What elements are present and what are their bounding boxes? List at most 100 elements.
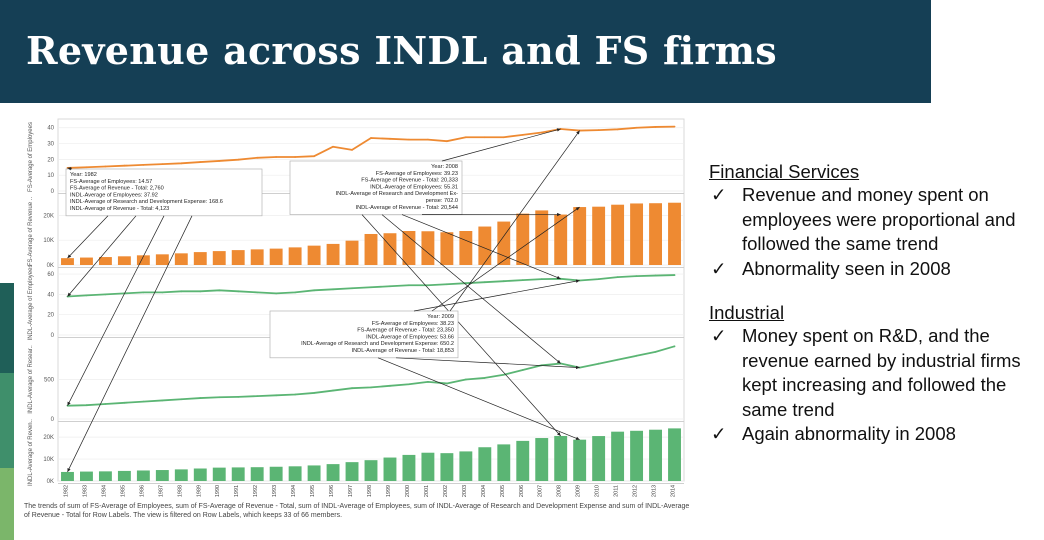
y-tick-label: 30 (47, 142, 54, 148)
tooltip-line: FS-Average of Revenue - Total: 23,350 (357, 328, 454, 334)
bar-fs_rev (269, 248, 283, 265)
bar-fs_rev (193, 252, 207, 265)
bar-indl_rev (554, 435, 568, 481)
bar-fs_rev (573, 207, 587, 265)
point-fs_emp (445, 140, 448, 143)
bar-fs_rev (630, 203, 644, 265)
x-tick-label: 1990 (215, 485, 221, 497)
x-tick-label: 1987 (158, 485, 164, 497)
bar-fs_rev (212, 251, 226, 265)
point-indl_rd (142, 400, 145, 403)
point-fs_emp (673, 125, 676, 128)
bar-indl_rev (288, 466, 302, 481)
y-tick-label: 10K (43, 238, 54, 244)
tooltip-arrowhead (67, 401, 71, 406)
point-indl_emp (104, 293, 107, 296)
point-indl_rd (313, 392, 315, 394)
point-fs_emp (294, 156, 297, 158)
point-fs_emp (199, 161, 202, 163)
tooltip-line: INDL-Average of Research and Development… (70, 199, 223, 205)
financial-services-bullets: ✓ Revenue and money spent on employees w… (709, 183, 1039, 281)
x-tick-label: 1984 (101, 485, 107, 497)
tooltip-line: pense: 702.0 (426, 198, 458, 204)
y-tick-label: 0 (51, 417, 55, 423)
point-indl_rd (180, 398, 183, 401)
x-tick-label: 2011 (614, 485, 620, 497)
bullet-text: Revenue and money spent on employees wer… (742, 184, 1016, 254)
point-indl_emp (445, 283, 448, 286)
bar-indl_rev (345, 462, 359, 481)
point-fs_emp (351, 148, 353, 151)
point-fs_emp (521, 133, 524, 136)
bar-fs_rev (478, 226, 492, 265)
point-indl_rd (427, 380, 429, 383)
tooltip-arrowhead (575, 365, 580, 370)
tooltip-arrowhead (575, 207, 580, 211)
bar-indl_rev (630, 430, 644, 481)
tooltip-arrowhead (67, 167, 72, 171)
tooltip-box (269, 310, 459, 359)
x-tick-label: 1982 (63, 485, 69, 497)
point-indl_rd (408, 383, 410, 386)
point-indl_emp (275, 292, 278, 295)
check-icon: ✓ (711, 423, 727, 444)
point-indl_emp (635, 275, 638, 277)
tooltip-line: FS-Average of Employees: 39.23 (376, 171, 458, 177)
section-heading-financial-services: Financial Services (709, 161, 860, 182)
point-indl_emp (483, 281, 486, 284)
point-indl_emp (370, 286, 372, 289)
bullet-text: Again abnormality in 2008 (742, 423, 956, 444)
bar-indl_rev (269, 466, 283, 481)
bar-fs_rev (459, 231, 473, 265)
y-tick-label: 500 (44, 378, 55, 384)
tooltip-line: INDL-Average of Revenue - Total: 18,853 (352, 348, 454, 354)
y-axis-label: FS-Average of Employees (28, 122, 34, 192)
bar-fs_rev (497, 221, 511, 265)
tooltip-arrow (67, 215, 193, 473)
check-icon: ✓ (711, 257, 727, 279)
bar-indl_rev (231, 467, 245, 481)
point-fs_emp (616, 128, 619, 131)
bar-fs_rev (326, 243, 340, 265)
x-tick-label: 1991 (234, 485, 240, 497)
bar-indl_rev (478, 447, 492, 481)
point-indl_emp (351, 287, 353, 290)
point-indl_emp (85, 294, 88, 297)
point-indl_rd (237, 395, 240, 398)
industrial-bullets: ✓ Money spent on R&D, and the revenue ea… (709, 324, 1039, 447)
bar-indl_rev (421, 452, 435, 481)
x-tick-label: 1983 (82, 485, 88, 497)
y-tick-label: 20 (47, 313, 54, 319)
point-fs_emp (332, 145, 334, 148)
bar-fs_rev (668, 202, 681, 265)
bar-indl_rev (98, 471, 112, 481)
accent-stripe-3 (0, 468, 14, 540)
bar-fs_rev (288, 247, 302, 265)
bar-fs_rev (117, 256, 131, 265)
bar-fs_rev (80, 257, 93, 265)
y-tick-label: 0K (47, 479, 54, 485)
bar-fs_rev (516, 213, 530, 265)
point-fs_emp (180, 162, 183, 165)
bar-indl_rev (535, 438, 549, 481)
tooltip-arrowhead (557, 212, 561, 217)
bar-indl_rev (383, 457, 397, 481)
check-icon: ✓ (711, 325, 727, 346)
point-indl_emp (502, 280, 505, 283)
y-tick-label: 0 (51, 333, 55, 339)
bar-indl_rev (250, 467, 264, 481)
point-fs_emp (408, 138, 410, 141)
bar-fs_rev (98, 257, 112, 265)
bar-fs_rev (592, 206, 606, 265)
point-fs_emp (635, 126, 638, 129)
point-fs_emp (275, 156, 278, 158)
point-indl_rd (85, 404, 88, 407)
point-indl_rd (483, 377, 486, 379)
bar-indl_rev (668, 428, 681, 481)
point-indl_rd (104, 403, 107, 405)
bar-indl_rev (117, 470, 131, 481)
point-indl_emp (654, 274, 657, 277)
point-indl_emp (199, 290, 202, 293)
point-fs_emp (370, 137, 372, 139)
point-fs_emp (427, 138, 429, 141)
